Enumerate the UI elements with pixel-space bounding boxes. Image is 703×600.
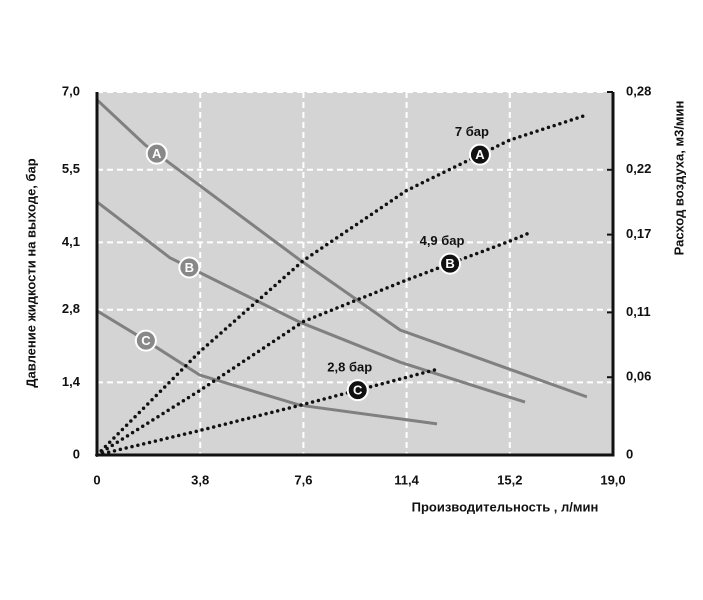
- y-tick-label: 5,5: [62, 161, 80, 176]
- y-tick-label: 4,1: [62, 234, 80, 249]
- x-tick-label: 3,8: [191, 472, 209, 487]
- y2-tick-label: 0,11: [626, 304, 651, 319]
- y2-tick-label: 0: [626, 446, 633, 461]
- y2-tick-label: 0,22: [626, 161, 651, 176]
- curve-marker-letter: C: [353, 383, 363, 398]
- curve-marker: [439, 252, 462, 275]
- y2-tick-label: 0,06: [626, 369, 651, 384]
- y-tick-label: 0: [73, 446, 80, 461]
- y-tick-label: 2,8: [62, 301, 80, 316]
- series-line: [95, 367, 439, 457]
- x-tick-label: 0: [93, 472, 100, 487]
- curve-marker-letter: B: [445, 256, 454, 271]
- x-axis-title: Производительность , л/мин: [412, 499, 599, 514]
- y-axis-title: Давление жидкости на выходе, бар: [23, 158, 38, 388]
- y2-axis-title: Расход воздуха, м3/мин: [671, 101, 686, 256]
- series-line: [95, 98, 588, 399]
- curve-marker: [468, 143, 491, 166]
- axes: [95, 92, 615, 457]
- labels: A B C A 7 бар B 4,9 бар C 2,8 бар: [134, 124, 491, 402]
- y2-tick-label: 0,28: [626, 83, 651, 98]
- curve-marker-letter: B: [185, 260, 194, 275]
- pressure-label: 2,8 бар: [327, 360, 372, 375]
- series-line: [95, 230, 534, 457]
- pressure-label: 4,9 бар: [420, 233, 465, 248]
- curve-marker-letter: C: [141, 333, 151, 348]
- x-tick-label: 11,4: [394, 472, 419, 487]
- curve-marker: [145, 142, 168, 165]
- series-line: [96, 309, 438, 426]
- curve-marker-letter: A: [152, 146, 162, 161]
- y-tick-label: 1,4: [62, 374, 81, 389]
- x-tick-label: 15,2: [497, 472, 522, 487]
- x-tick-label: 7,6: [294, 472, 312, 487]
- y-tick-label: 7,0: [62, 83, 80, 98]
- series-line: [96, 200, 526, 404]
- curve-marker: [178, 256, 201, 279]
- pressure-label: 7 бар: [455, 124, 489, 139]
- lines: [95, 98, 588, 457]
- curve-marker-letter: A: [475, 147, 485, 162]
- curve-marker: [346, 379, 369, 402]
- x-tick-label: 19,0: [600, 472, 625, 487]
- y2-tick-label: 0,17: [626, 226, 651, 241]
- curve-marker: [134, 329, 157, 352]
